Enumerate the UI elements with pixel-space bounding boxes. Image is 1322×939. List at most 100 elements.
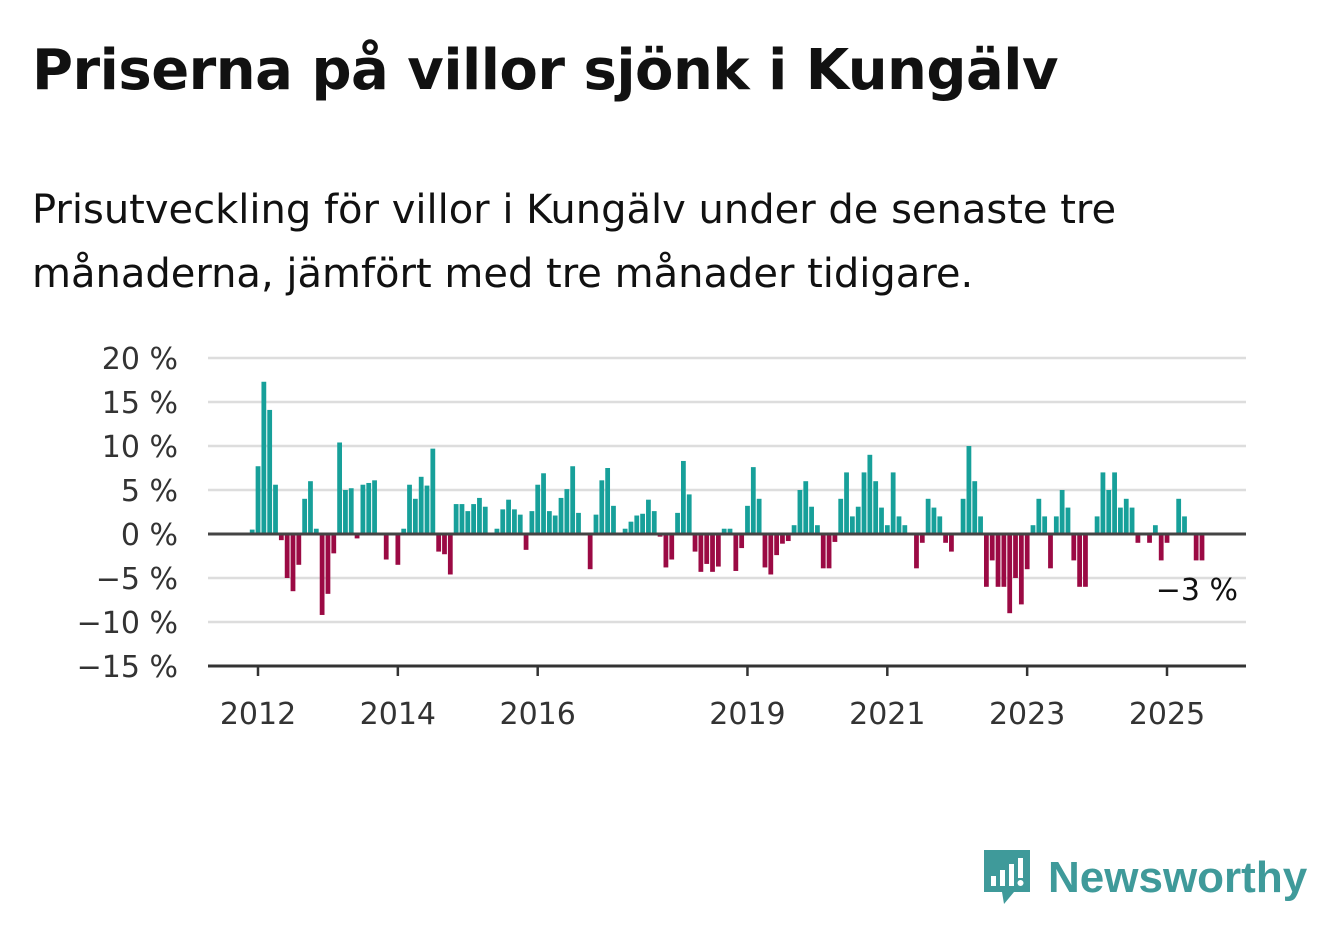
bar — [1007, 534, 1013, 614]
bar — [325, 534, 331, 594]
bar — [366, 482, 372, 534]
y-tick-label: 20 % — [102, 342, 178, 377]
bar — [1018, 534, 1024, 605]
bar — [739, 534, 745, 549]
latest-value-label: −3 % — [1156, 573, 1238, 608]
bar — [407, 484, 412, 534]
newsworthy-logo: Newsworthy — [980, 846, 1307, 910]
bar — [692, 534, 698, 552]
bar — [1077, 534, 1083, 587]
bar — [849, 516, 855, 534]
bar — [914, 534, 919, 569]
bar — [348, 488, 354, 534]
bar — [966, 446, 972, 534]
bar — [587, 534, 593, 570]
y-tick-label: −5 % — [96, 562, 178, 597]
bar — [1048, 534, 1053, 569]
bar — [308, 481, 313, 534]
bar — [570, 466, 576, 534]
bar — [768, 534, 774, 575]
bar — [919, 534, 925, 543]
bar — [815, 525, 820, 534]
bar — [978, 516, 983, 534]
bar — [669, 534, 675, 560]
bar — [704, 534, 710, 564]
bar — [313, 528, 319, 534]
bar — [360, 484, 366, 534]
bar — [523, 534, 529, 550]
bar — [418, 476, 424, 534]
bar — [611, 505, 616, 534]
bar — [383, 534, 389, 560]
bar — [745, 505, 750, 534]
bar — [412, 498, 418, 534]
bar — [331, 534, 337, 554]
bar — [1059, 490, 1065, 534]
y-tick-label: −10 % — [77, 606, 178, 641]
bar — [826, 534, 832, 569]
axes — [208, 532, 1246, 668]
bar-chart: 20 %15 %10 %5 %0 %−5 %−10 %−15 % 2012 201… — [77, 342, 1246, 732]
bar — [1135, 534, 1141, 543]
x-tick-label: 2012 — [220, 697, 296, 732]
bar — [261, 381, 267, 534]
bar — [395, 534, 401, 565]
bar — [867, 454, 873, 534]
bar — [372, 480, 377, 534]
bar — [319, 534, 325, 615]
bar — [249, 529, 255, 534]
bar — [925, 498, 931, 534]
bar — [541, 473, 546, 534]
bar — [284, 534, 290, 578]
bar — [646, 499, 651, 534]
bar — [442, 534, 447, 555]
bar — [552, 515, 558, 534]
bar — [727, 528, 733, 534]
bar — [995, 534, 1001, 587]
bar — [255, 466, 261, 534]
bar — [558, 497, 564, 534]
bar — [529, 511, 535, 534]
bar — [937, 516, 943, 534]
x-tick-label: 2016 — [500, 697, 576, 732]
bar — [855, 506, 861, 534]
bar — [698, 534, 704, 572]
bar — [931, 507, 937, 534]
chart-subtitle: Prisutveckling för villor i Kungälv unde… — [32, 187, 1117, 297]
bar — [546, 511, 552, 534]
bar — [471, 504, 477, 534]
bar — [447, 534, 453, 575]
bar — [640, 513, 645, 534]
bar — [721, 528, 727, 534]
bar — [477, 497, 482, 534]
bar — [873, 481, 879, 534]
bar — [1106, 490, 1112, 534]
bar — [1112, 472, 1117, 534]
bar — [1118, 507, 1123, 534]
bar — [943, 534, 948, 543]
bar — [750, 467, 756, 534]
y-tick-label: −15 % — [77, 650, 178, 685]
bar — [436, 534, 442, 552]
bar — [1042, 516, 1048, 534]
bar — [1158, 534, 1164, 561]
bar — [576, 512, 581, 534]
bar — [1083, 534, 1088, 587]
bar — [296, 534, 302, 565]
bar — [401, 528, 407, 534]
bar — [290, 534, 296, 592]
bar — [715, 534, 721, 567]
bar — [354, 534, 360, 539]
bar — [890, 472, 896, 534]
x-tick-label: 2014 — [360, 697, 436, 732]
bar — [1030, 525, 1036, 534]
bar — [663, 534, 669, 568]
bar — [785, 534, 791, 542]
bar — [634, 515, 640, 534]
y-tick-label: 5 % — [121, 474, 178, 509]
bar — [1129, 507, 1135, 534]
bar — [1123, 498, 1129, 534]
bar — [453, 504, 459, 534]
bar — [1152, 525, 1158, 534]
bar — [302, 498, 308, 534]
